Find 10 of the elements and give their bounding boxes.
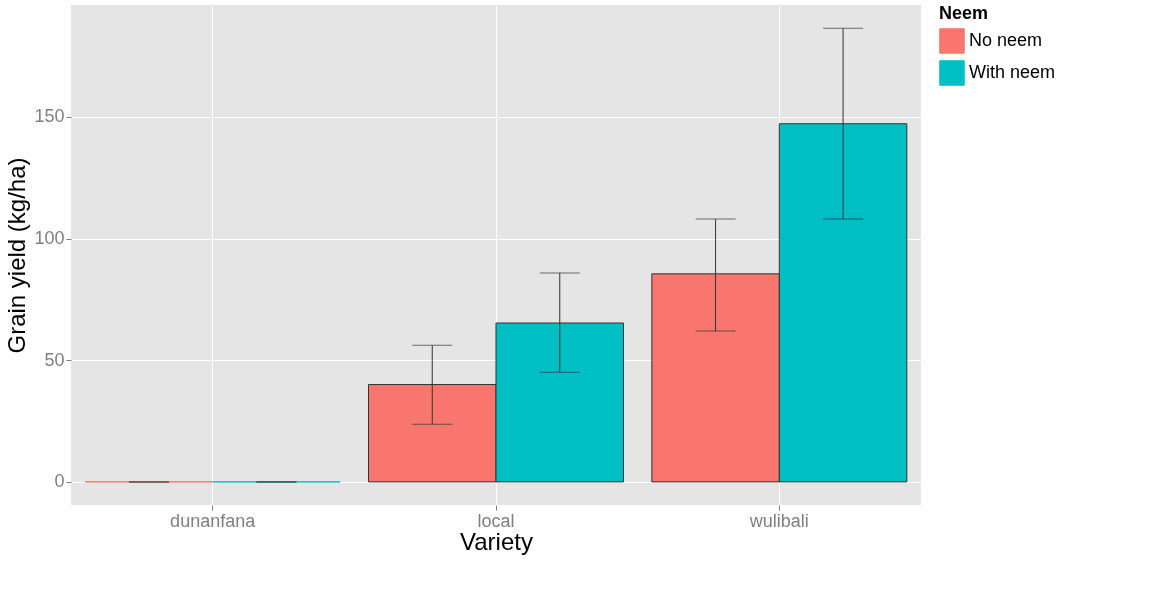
- legend-title: Neem: [939, 3, 989, 23]
- y-tick-label: 50: [44, 349, 65, 370]
- y-tick-label: 100: [34, 228, 65, 249]
- legend-label: No neem: [969, 30, 1043, 50]
- y-tick-label: 0: [54, 471, 65, 492]
- x-tick-label: wulibali: [748, 510, 809, 531]
- y-axis-title: Grain yield (kg/ha): [3, 157, 31, 354]
- y-tick-label: 150: [34, 106, 65, 127]
- x-tick-label: dunanfana: [170, 510, 257, 531]
- legend-label: With neem: [969, 62, 1056, 82]
